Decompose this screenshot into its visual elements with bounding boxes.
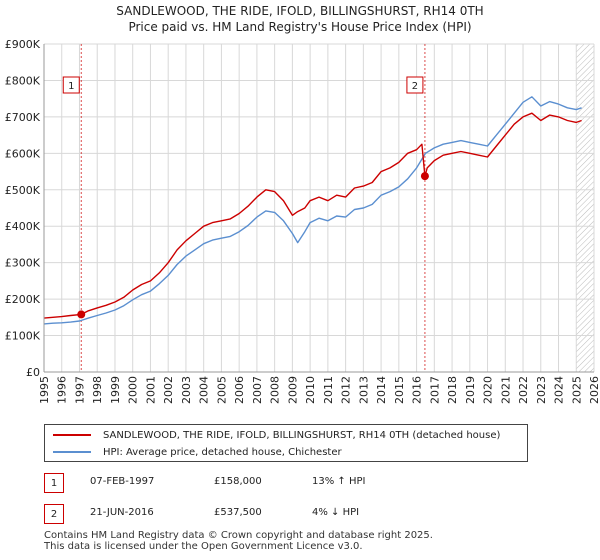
sale-label-text: 1 (68, 81, 74, 92)
x-tick-label: 2020 (482, 376, 495, 404)
y-tick-label: £600K (5, 147, 41, 160)
x-tick-label: 2023 (535, 376, 548, 404)
x-tick-label: 2018 (446, 376, 459, 404)
x-tick-label: 2016 (411, 376, 424, 404)
legend: SANDLEWOOD, THE RIDE, IFOLD, BILLINGSHUR… (44, 424, 528, 462)
sale-point (77, 310, 86, 319)
x-tick-label: 2013 (357, 376, 370, 404)
legend-item-hpi: HPI: Average price, detached house, Chic… (53, 444, 342, 460)
y-tick-label: £500K (5, 184, 41, 197)
x-tick-label: 2015 (393, 376, 406, 404)
y-tick-label: £100K (5, 330, 41, 343)
x-tick-label: 2021 (499, 376, 512, 404)
transaction-hpi: 13% ↑ HPI (312, 476, 366, 487)
chart-subtitle: Price paid vs. HM Land Registry's House … (128, 20, 472, 34)
x-tick-label: 2004 (198, 376, 211, 404)
transaction-hpi: 4% ↓ HPI (312, 507, 360, 518)
x-tick-label: 2002 (162, 376, 175, 404)
y-tick-label: £700K (5, 111, 41, 124)
y-tick-label: £400K (5, 220, 41, 233)
transaction-price: £158,000 (214, 476, 262, 487)
x-tick-label: 1998 (91, 376, 104, 404)
footer-line-1: Contains HM Land Registry data © Crown c… (44, 530, 433, 541)
footer: Contains HM Land Registry data © Crown c… (44, 530, 433, 552)
x-tick-label: 2003 (180, 376, 193, 404)
sale-label-text: 2 (412, 81, 418, 92)
x-tick-label: 2007 (251, 376, 264, 404)
x-tick-label: 2026 (588, 376, 600, 404)
x-tick-label: 2017 (428, 376, 441, 404)
sale-label-box (62, 76, 80, 94)
x-tick-label: 1997 (73, 376, 86, 404)
y-tick-label: £0 (26, 366, 40, 379)
x-tick-label: 2000 (127, 376, 140, 404)
y-tick-label: £800K (5, 74, 41, 87)
x-tick-label: 1995 (38, 376, 51, 404)
x-tick-label: 1996 (56, 376, 69, 404)
transaction-date: 07-FEB-1997 (90, 476, 155, 487)
x-tick-label: 2011 (322, 376, 335, 404)
y-tick-label: £300K (5, 257, 41, 270)
property-line-swatch (53, 434, 91, 436)
legend-property-label: SANDLEWOOD, THE RIDE, IFOLD, BILLINGSHUR… (103, 429, 501, 441)
legend-item-property: SANDLEWOOD, THE RIDE, IFOLD, BILLINGSHUR… (53, 427, 500, 443)
x-tick-label: 2009 (286, 376, 299, 404)
hpi-line (43, 96, 582, 325)
x-tick-label: 2024 (553, 376, 566, 404)
legend-hpi-label: HPI: Average price, detached house, Chic… (103, 446, 342, 458)
x-tick-label: 2008 (269, 376, 282, 404)
transaction-marker-box: 2 (44, 504, 64, 524)
future-shade (576, 44, 594, 372)
x-tick-label: 2010 (304, 376, 317, 404)
x-tick-label: 2005 (215, 376, 228, 404)
transaction-marker-box: 1 (44, 473, 64, 493)
sale-label-box (406, 76, 424, 94)
x-tick-label: 2019 (464, 376, 477, 404)
hpi-line-swatch (53, 451, 91, 453)
x-tick-label: 2022 (517, 376, 530, 404)
price-chart: £0 £100K £200K £300K £400K £500K £600K £700K £80… (5, 38, 600, 404)
x-tick-label: 2014 (375, 376, 388, 404)
y-tick-label: £200K (5, 293, 41, 306)
x-tick-label: 2012 (340, 376, 353, 404)
chart-title: SANDLEWOOD, THE RIDE, IFOLD, BILLINGSHUR… (116, 4, 484, 18)
x-tick-label: 2006 (233, 376, 246, 404)
x-tick-label: 2001 (144, 376, 157, 404)
y-tick-label: £900K (5, 38, 41, 51)
property-price-line (43, 112, 582, 319)
x-tick-label: 2025 (570, 376, 583, 404)
transaction-price: £537,500 (214, 507, 262, 518)
transaction-date: 21-JUN-2016 (90, 507, 154, 518)
x-tick-label: 1999 (109, 376, 122, 404)
sale-point (420, 172, 429, 181)
footer-line-2: This data is licensed under the Open Gov… (44, 541, 363, 552)
